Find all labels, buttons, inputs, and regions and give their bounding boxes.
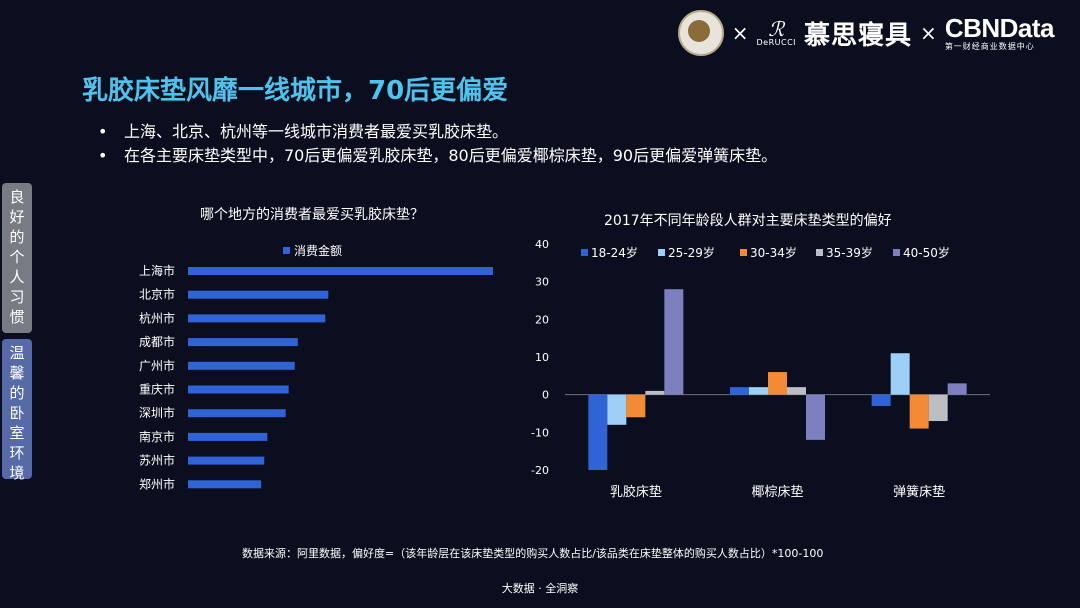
derucci-logo: ℛ DeRUCCI [756, 17, 797, 47]
page-title: 乳胶床垫风靡一线城市，70后更偏爱 [82, 76, 509, 106]
legend-label: 18-24岁 [591, 245, 638, 260]
brand-sub: DeRUCCI [756, 38, 797, 47]
age-group-bar [645, 390, 665, 395]
footnote: 数据来源：阿里数据，偏好度=（该年龄层在该床垫类型的购买人数占比/该品类在床垫整… [242, 547, 824, 560]
y-tick-label: -20 [531, 464, 549, 477]
header-logos: × ℛ DeRUCCI 慕思寝具 × CBNData 第一财经商业数据中心 [677, 10, 1055, 56]
city-bar [188, 338, 298, 347]
y-tick-label: 20 [535, 313, 549, 326]
city-bar [188, 480, 262, 489]
city-bar [188, 456, 265, 465]
city-label: 上海市 [139, 263, 175, 278]
age-group-bar [947, 383, 967, 395]
bullet-list: • 上海、北京、杭州等一线城市消费者最爱买乳胶床垫。 • 在各主要床垫类型中，70后… [98, 120, 777, 168]
city-bar [188, 314, 326, 323]
y-tick-label: 0 [542, 389, 549, 402]
city-bar [188, 267, 493, 275]
city-label: 广州市 [139, 358, 175, 373]
city-label: 深圳市 [139, 405, 175, 420]
city-bar [188, 361, 295, 370]
category-label: 乳胶床垫 [610, 484, 662, 500]
separator-2: × [920, 21, 937, 45]
left-chart-title: 哪个地方的消费者最爱买乳胶床垫？ [200, 207, 424, 223]
age-group-bar [626, 394, 646, 418]
legend-label: 25-29岁 [668, 245, 715, 260]
age-group-bar [928, 394, 948, 422]
city-label: 杭州市 [139, 310, 175, 325]
age-group-bar [664, 289, 684, 395]
legend-swatch [658, 249, 665, 256]
bullet-item: • 上海、北京、杭州等一线城市消费者最爱买乳胶床垫。 [98, 122, 509, 141]
bullet-item: • 在各主要床垫类型中，70后更偏爱乳胶床垫，80后更偏爱椰棕床垫，90后更偏爱弹… [98, 146, 778, 165]
age-group-bar [909, 394, 929, 429]
side-tab-bedroom[interactable]: 温馨的卧室环境 [2, 339, 32, 482]
cbndata-logo: CBNData 第一财经商业数据中心 [944, 13, 1055, 51]
age-group-bar [588, 394, 608, 470]
side-tab-habits[interactable]: 良好的个人习惯 [2, 183, 32, 333]
city-label: 南京市 [139, 429, 175, 444]
category-label: 椰棕床垫 [751, 484, 803, 500]
city-bar [188, 432, 268, 441]
partner-name: CBNData [944, 13, 1055, 43]
age-group-bar [768, 372, 787, 395]
age-group-bar [730, 387, 749, 395]
city-label: 北京市 [139, 287, 175, 302]
city-label: 重庆市 [139, 382, 175, 397]
age-group-bar [890, 353, 910, 395]
y-tick-label: -10 [531, 426, 549, 439]
city-bar [188, 385, 289, 394]
right-chart-title: 2017年不同年龄段人群对主要床垫类型的偏好 [604, 213, 892, 229]
age-group-bar [607, 394, 627, 425]
city-bar [188, 409, 286, 418]
y-tick-label: 40 [535, 238, 549, 251]
city-label: 郑州市 [139, 476, 175, 491]
legend-swatch [893, 249, 900, 256]
legend-swatch [581, 249, 588, 256]
y-tick-label: 30 [535, 276, 549, 289]
age-group-bar [871, 394, 891, 406]
legend-swatch-consumption [283, 247, 290, 254]
age-group-bar [787, 387, 806, 395]
legend-label: 30-34岁 [750, 245, 797, 260]
legend-label-consumption: 消费金额 [294, 243, 342, 258]
legend-label: 40-50岁 [903, 245, 950, 260]
city-label: 成都市 [139, 334, 175, 349]
seal-logo [677, 10, 724, 56]
legend-label: 35-39岁 [826, 245, 873, 260]
brand-name: 慕思寝具 [804, 20, 913, 51]
age-group-bar [749, 387, 768, 395]
legend-swatch [740, 249, 747, 256]
partner-sub: 第一财经商业数据中心 [944, 42, 1035, 51]
city-bar [188, 290, 329, 299]
separator: × [731, 21, 749, 45]
legend-swatch [816, 249, 823, 256]
category-label: 弹簧床垫 [893, 484, 945, 500]
y-tick-label: 10 [535, 351, 549, 364]
age-group-bar [806, 394, 825, 440]
city-label: 苏州市 [139, 453, 175, 468]
footer-slogan: 大数据 · 全洞察 [501, 582, 579, 595]
